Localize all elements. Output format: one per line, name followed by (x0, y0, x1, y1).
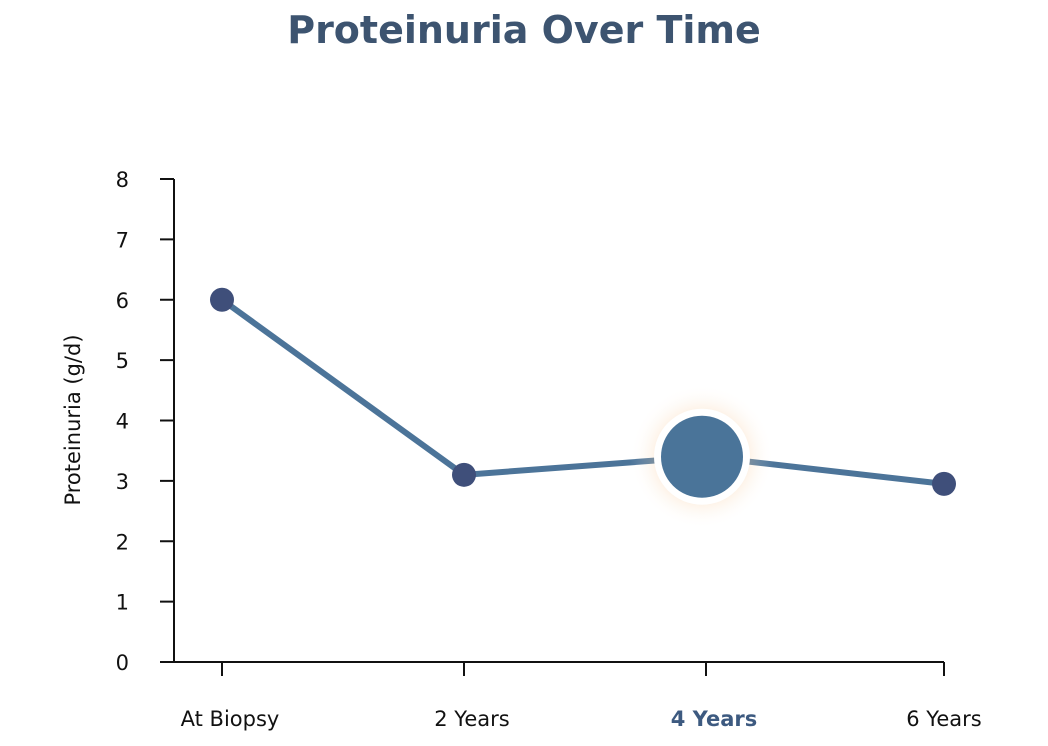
x-tick-label: At Biopsy (181, 707, 280, 731)
x-tick-label: 4 Years (671, 707, 757, 731)
y-tick-label: 8 (116, 168, 129, 192)
y-tick-label: 1 (116, 591, 129, 615)
data-point[interactable] (452, 462, 476, 487)
y-tick-label: 6 (116, 289, 129, 313)
y-tick-label: 2 (116, 530, 129, 554)
x-tick-label: 6 Years (906, 707, 981, 731)
series-layer (210, 287, 956, 529)
y-axis-ticks: 0 1 2 3 4 5 6 7 8 (116, 168, 174, 675)
y-tick-label: 5 (116, 349, 129, 373)
x-axis-ticks: At Biopsy 2 Years 4 Years 6 Years (181, 662, 982, 731)
highlight-data-point[interactable] (661, 415, 743, 498)
x-tick-label: 2 Years (434, 707, 509, 731)
y-axis-title: Proteinuria (g/d) (61, 334, 85, 505)
y-tick-label: 4 (116, 410, 129, 434)
y-tick-label: 0 (116, 651, 129, 675)
y-tick-label: 3 (116, 470, 129, 494)
data-point[interactable] (932, 471, 956, 496)
y-tick-label: 7 (116, 228, 129, 252)
chart-title: Proteinuria Over Time (287, 8, 761, 52)
data-point[interactable] (210, 287, 234, 312)
series-line (219, 296, 947, 487)
axes (173, 179, 944, 663)
